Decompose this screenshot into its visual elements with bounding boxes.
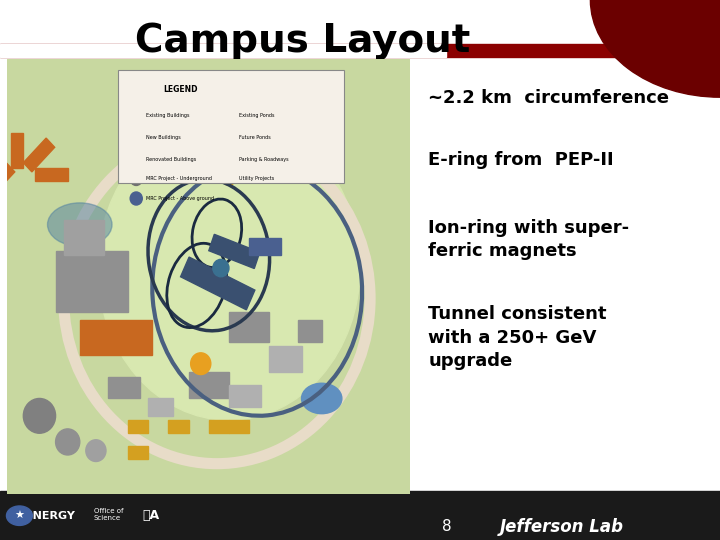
Circle shape: [223, 153, 235, 166]
Bar: [229, 312, 269, 342]
Bar: [209, 420, 229, 433]
Circle shape: [130, 192, 143, 205]
Text: Existing Buildings: Existing Buildings: [146, 113, 190, 118]
Text: Parking & Roadways: Parking & Roadways: [239, 157, 289, 162]
FancyBboxPatch shape: [118, 70, 344, 183]
Bar: [108, 377, 140, 399]
Bar: [148, 399, 173, 416]
Text: Utility Projects: Utility Projects: [239, 177, 274, 181]
Bar: [229, 386, 261, 407]
Bar: [80, 320, 153, 355]
Bar: [128, 420, 148, 433]
Bar: [249, 238, 282, 255]
Text: New Buildings: New Buildings: [146, 135, 181, 140]
Text: ENERGY: ENERGY: [25, 511, 76, 521]
Text: ★: ★: [14, 511, 24, 521]
Text: E-ring from  PEP-II: E-ring from PEP-II: [428, 151, 614, 169]
Text: Office of
Science: Office of Science: [94, 508, 123, 521]
Text: MRC Project - Above ground: MRC Project - Above ground: [146, 196, 215, 201]
Bar: [63, 220, 104, 255]
Bar: [181, 257, 255, 310]
Bar: [269, 346, 302, 373]
Circle shape: [55, 429, 80, 455]
Bar: [297, 320, 322, 342]
Circle shape: [213, 259, 229, 276]
Bar: [0, 491, 720, 540]
Bar: [0, 44, 446, 57]
Ellipse shape: [48, 203, 112, 246]
Bar: [229, 420, 249, 433]
Text: Campus Layout: Campus Layout: [135, 22, 470, 59]
Circle shape: [130, 110, 143, 123]
Bar: [168, 420, 189, 433]
Text: MRC Project - Underground: MRC Project - Underground: [146, 177, 212, 181]
Bar: [55, 251, 128, 312]
Circle shape: [86, 440, 106, 462]
Text: Ion-ring with super-
ferric magnets: Ion-ring with super- ferric magnets: [428, 219, 629, 260]
Circle shape: [6, 506, 32, 525]
Text: ⓙA: ⓙA: [143, 509, 160, 522]
Text: Existing Ponds: Existing Ponds: [239, 113, 274, 118]
Bar: [209, 234, 260, 268]
Bar: [12, 133, 23, 168]
Bar: [0, 147, 15, 181]
Circle shape: [223, 110, 235, 123]
Text: 8: 8: [441, 519, 451, 534]
Bar: [128, 446, 148, 460]
Circle shape: [130, 153, 143, 166]
Bar: [0, 44, 720, 57]
Circle shape: [130, 131, 143, 144]
Bar: [189, 373, 229, 399]
Text: ~2.2 km  circumference: ~2.2 km circumference: [428, 89, 670, 107]
Circle shape: [223, 172, 235, 185]
Circle shape: [223, 131, 235, 144]
Circle shape: [23, 399, 55, 433]
Bar: [23, 138, 55, 172]
Ellipse shape: [98, 116, 360, 420]
Text: Jefferson Lab: Jefferson Lab: [500, 517, 624, 536]
Bar: [35, 168, 68, 181]
Circle shape: [191, 353, 211, 375]
Text: Future Ponds: Future Ponds: [239, 135, 271, 140]
Text: Renovated Buildings: Renovated Buildings: [146, 157, 197, 162]
Circle shape: [130, 172, 143, 185]
Ellipse shape: [302, 383, 342, 414]
Wedge shape: [590, 0, 720, 97]
Text: LEGEND: LEGEND: [163, 85, 198, 94]
Text: Tunnel consistent
with a 250+ GeV
upgrade: Tunnel consistent with a 250+ GeV upgrad…: [428, 305, 607, 370]
